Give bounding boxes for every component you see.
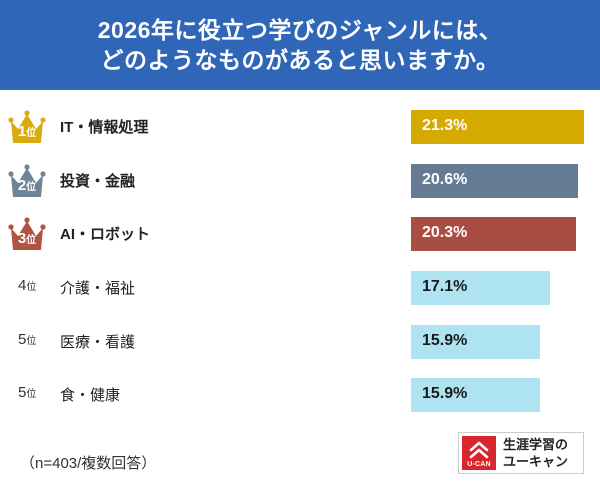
ucan-logo: U-CAN 生涯学習の ユーキャン bbox=[458, 432, 584, 474]
rank-number: 1 bbox=[17, 123, 27, 140]
category-label: 投資・金融 bbox=[60, 173, 136, 190]
category-label: 食・健康 bbox=[60, 387, 121, 404]
bar bbox=[411, 378, 540, 412]
ucan-chevron-icon bbox=[469, 441, 489, 459]
rank-number: 4 bbox=[18, 277, 27, 294]
bar bbox=[411, 164, 578, 198]
data-label: 15.9% bbox=[422, 385, 468, 402]
data-label: 15.9% bbox=[422, 332, 468, 349]
rank-label: 4位 bbox=[18, 277, 36, 294]
rank-suffix: 位 bbox=[26, 235, 37, 246]
rank-label: 2位 bbox=[8, 175, 46, 199]
ucan-logo-text: 生涯学習の ユーキャン bbox=[503, 436, 568, 470]
data-label: 17.1% bbox=[422, 278, 468, 295]
category-label: 医療・看護 bbox=[60, 334, 136, 351]
logo-line-1: 生涯学習の bbox=[503, 437, 569, 452]
data-label: 20.3% bbox=[422, 224, 468, 241]
bar bbox=[411, 325, 540, 359]
rank-number: 3 bbox=[17, 230, 27, 247]
crown-icon: 3位 bbox=[8, 214, 46, 254]
bar bbox=[411, 271, 550, 305]
ucan-logo-mark: U-CAN bbox=[462, 436, 496, 470]
ucan-mark-text: U-CAN bbox=[467, 461, 491, 468]
title-line-1: 2026年に役立つ学びのジャンルには、 bbox=[97, 17, 503, 43]
bar-row: 5位 医療・看護 15.9% bbox=[0, 322, 600, 362]
category-label: 介護・福祉 bbox=[60, 280, 136, 297]
rank-suffix: 位 bbox=[26, 389, 37, 400]
rank-suffix: 位 bbox=[26, 336, 37, 347]
bar-row: 5位 食・健康 15.9% bbox=[0, 375, 600, 415]
rank-number: 2 bbox=[17, 177, 27, 194]
bar-row: 3位 AI・ロボット 20.3% bbox=[0, 214, 600, 254]
category-label: AI・ロボット bbox=[60, 226, 151, 243]
data-label: 21.3% bbox=[422, 117, 468, 134]
bar-row: 2位 投資・金融 20.6% bbox=[0, 161, 600, 201]
rank-label: 5位 bbox=[18, 331, 36, 348]
logo-line-2: ユーキャン bbox=[503, 454, 569, 469]
crown-icon: 1位 bbox=[8, 107, 46, 147]
data-label: 20.6% bbox=[422, 171, 468, 188]
rank-label: 1位 bbox=[8, 121, 46, 145]
rank-label: 3位 bbox=[8, 228, 46, 252]
category-label: IT・情報処理 bbox=[60, 119, 149, 136]
rank-suffix: 位 bbox=[26, 182, 37, 193]
rank-suffix: 位 bbox=[26, 282, 37, 293]
rank-number: 5 bbox=[18, 331, 27, 348]
bar bbox=[411, 110, 584, 144]
rank-suffix: 位 bbox=[26, 128, 37, 139]
sample-note: （n=403/複数回答） bbox=[20, 455, 157, 472]
bar bbox=[411, 217, 576, 251]
bar-row: 4位 介護・福祉 17.1% bbox=[0, 268, 600, 308]
title-line-2: どのようなものがあると思いますか。 bbox=[100, 47, 500, 73]
rank-label: 5位 bbox=[18, 384, 36, 401]
crown-icon: 2位 bbox=[8, 161, 46, 201]
rank-number: 5 bbox=[18, 384, 27, 401]
chart-title: 2026年に役立つ学びのジャンルには、 どのようなものがあると思いますか。 bbox=[0, 0, 600, 90]
bar-row: 1位 IT・情報処理 21.3% bbox=[0, 107, 600, 147]
